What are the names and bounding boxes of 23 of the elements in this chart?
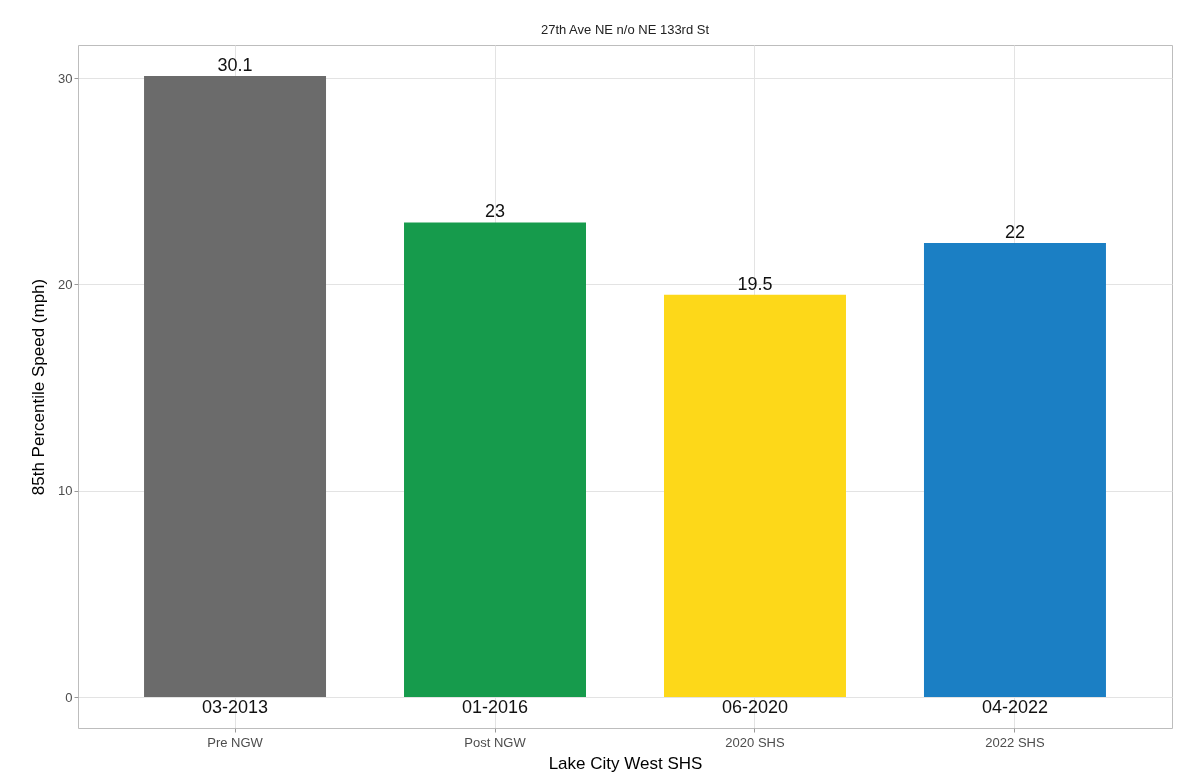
bar <box>144 75 327 698</box>
y-tick-label: 0 <box>65 689 73 705</box>
bar <box>664 294 846 698</box>
data-label: 30.1 <box>217 54 253 75</box>
data-label: 22 <box>1004 222 1025 243</box>
data-label: 23 <box>484 201 506 222</box>
bar <box>404 222 586 698</box>
annotation: 01-2016 <box>461 697 529 718</box>
annotation: 04-2022 <box>981 697 1048 718</box>
x-tick-label: Pre NGW <box>207 734 264 750</box>
annotation: 03-2013 <box>202 697 269 718</box>
bar <box>923 243 1106 698</box>
y-tick-label: 30 <box>58 70 73 86</box>
x-tick-label: 2022 SHS <box>985 734 1045 750</box>
y-axis-title: 85th Percentile Speed (mph) <box>29 278 49 496</box>
annotation: 06-2020 <box>721 697 789 718</box>
y-tick-label: 10 <box>58 483 73 499</box>
x-tick-label: Post NGW <box>464 734 527 750</box>
data-label: 19.5 <box>737 273 773 294</box>
x-tick-label: 2020 SHS <box>725 734 785 750</box>
y-tick-label: 20 <box>58 276 73 292</box>
x-axis-title: Lake City West SHS <box>548 753 703 773</box>
chart-title: 27th Ave NE n/o NE 133rd St <box>540 22 710 37</box>
